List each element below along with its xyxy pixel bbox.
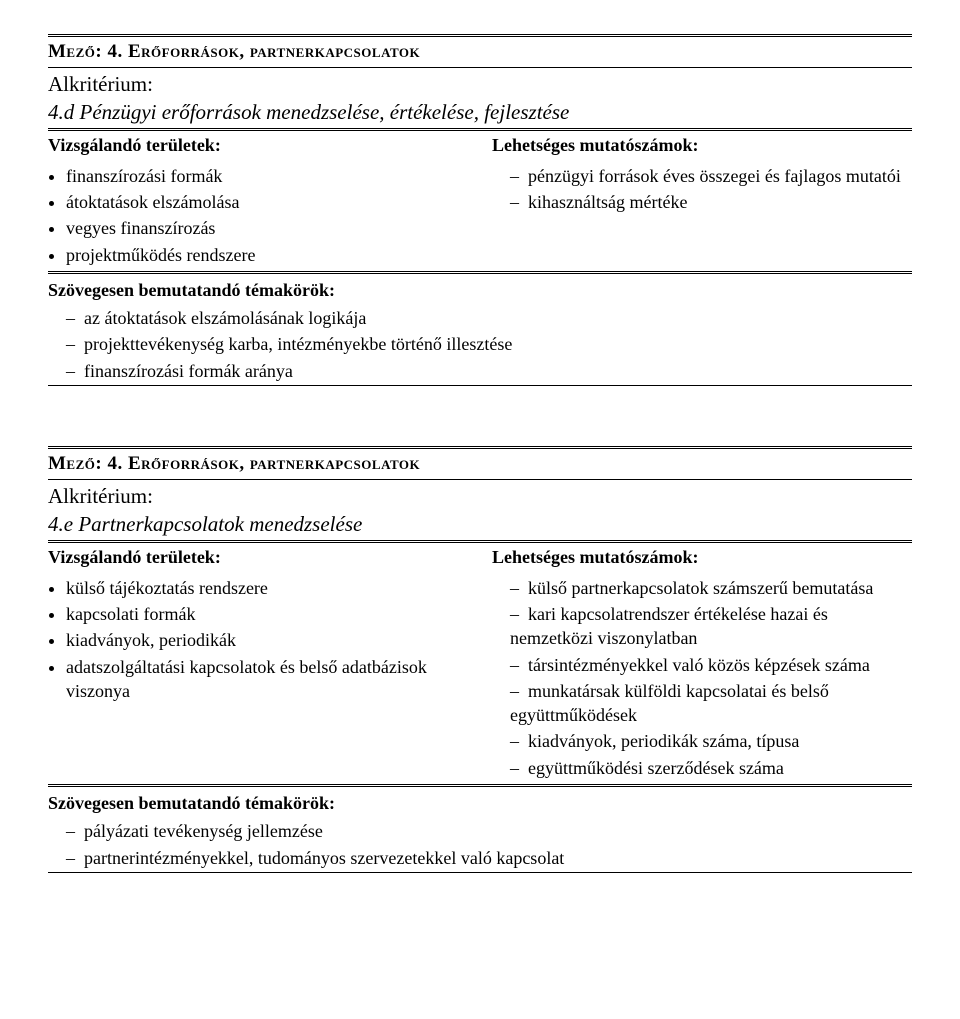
list-item: pénzügyi források éves összegei és fajla… bbox=[510, 164, 912, 188]
right-col-header: Lehetséges mutatószámok: bbox=[492, 545, 912, 569]
left-col-header: Vizsgálandó területek: bbox=[48, 133, 468, 157]
left-col: Vizsgálandó területek: külső tájékoztatá… bbox=[48, 545, 468, 705]
list-item: adatszolgáltatási kapcsolatok és belső a… bbox=[66, 655, 468, 704]
columns: Vizsgálandó területek: finanszírozási fo… bbox=[48, 133, 912, 268]
list-item: társintézményekkel való közös képzések s… bbox=[510, 653, 912, 677]
list-item: külső partnerkapcsolatok számszerű bemut… bbox=[510, 576, 912, 600]
sub-header: Szövegesen bemutatandó témakörök: bbox=[48, 791, 912, 815]
list-item: kiadványok, periodikák száma, típusa bbox=[510, 729, 912, 753]
list-item: kapcsolati formák bbox=[66, 602, 468, 626]
list-item: együttműködési szerződések száma bbox=[510, 756, 912, 780]
field-line: Mező: 4. Erőforrások, partnerkapcsolatok bbox=[48, 451, 912, 477]
list-item: finanszírozási formák aránya bbox=[66, 359, 912, 383]
rule-double bbox=[48, 128, 912, 131]
sub-header: Szövegesen bemutatandó témakörök: bbox=[48, 278, 912, 302]
field-value: 4. Erőforrások, partnerkapcsolatok bbox=[107, 453, 420, 474]
right-list: külső partnerkapcsolatok számszerű bemut… bbox=[510, 576, 912, 780]
list-item: átoktatások elszámolása bbox=[66, 190, 468, 214]
right-col-header: Lehetséges mutatószámok: bbox=[492, 133, 912, 157]
list-item: projektműködés rendszere bbox=[66, 243, 468, 267]
list-item: kihasználtság mértéke bbox=[510, 190, 912, 214]
rule-top bbox=[48, 34, 912, 37]
rule-double bbox=[48, 784, 912, 787]
subcriteria-value: 4.e Partnerkapcsolatok menedzselése bbox=[48, 510, 912, 538]
list-item: külső tájékoztatás rendszere bbox=[66, 576, 468, 600]
field-label: Mező: bbox=[48, 453, 107, 474]
sub-list: az átoktatások elszámolásának logikája p… bbox=[66, 306, 912, 383]
list-item: finanszírozási formák bbox=[66, 164, 468, 188]
criteria-block-4e: Mező: 4. Erőforrások, partnerkapcsolatok… bbox=[48, 446, 912, 873]
right-list: pénzügyi források éves összegei és fajla… bbox=[510, 164, 912, 215]
field-value: 4. Erőforrások, partnerkapcsolatok bbox=[107, 41, 420, 62]
left-col: Vizsgálandó területek: finanszírozási fo… bbox=[48, 133, 468, 268]
sub-list: pályázati tevékenység jellemzése partner… bbox=[66, 819, 912, 870]
list-item: kiadványok, periodikák bbox=[66, 628, 468, 652]
rule-thin bbox=[48, 67, 912, 68]
rule-double bbox=[48, 540, 912, 543]
right-col: Lehetséges mutatószámok: pénzügyi forrás… bbox=[492, 133, 912, 216]
rule-thin bbox=[48, 385, 912, 386]
columns: Vizsgálandó területek: külső tájékoztatá… bbox=[48, 545, 912, 782]
field-label: Mező: bbox=[48, 41, 107, 62]
list-item: munkatársak külföldi kapcsolatai és bels… bbox=[510, 679, 912, 728]
subcriteria-value: 4.d Pénzügyi erőforrások menedzselése, é… bbox=[48, 98, 912, 126]
field-line: Mező: 4. Erőforrások, partnerkapcsolatok bbox=[48, 39, 912, 65]
left-list: külső tájékoztatás rendszere kapcsolati … bbox=[66, 576, 468, 703]
list-item: vegyes finanszírozás bbox=[66, 216, 468, 240]
rule-thin bbox=[48, 479, 912, 480]
list-item: az átoktatások elszámolásának logikája bbox=[66, 306, 912, 330]
list-item: projekttevékenység karba, intézményekbe … bbox=[66, 332, 912, 356]
subcriteria-label: Alkritérium: bbox=[48, 70, 912, 98]
right-col: Lehetséges mutatószámok: külső partnerka… bbox=[492, 545, 912, 782]
criteria-block-4d: Mező: 4. Erőforrások, partnerkapcsolatok… bbox=[48, 34, 912, 386]
list-item: kari kapcsolatrendszer értékelése hazai … bbox=[510, 602, 912, 651]
list-item: partnerintézményekkel, tudományos szerve… bbox=[66, 846, 912, 870]
rule-thin bbox=[48, 872, 912, 873]
left-col-header: Vizsgálandó területek: bbox=[48, 545, 468, 569]
rule-double bbox=[48, 271, 912, 274]
list-item: pályázati tevékenység jellemzése bbox=[66, 819, 912, 843]
rule-top bbox=[48, 446, 912, 449]
left-list: finanszírozási formák átoktatások elszám… bbox=[66, 164, 468, 267]
subcriteria-label: Alkritérium: bbox=[48, 482, 912, 510]
